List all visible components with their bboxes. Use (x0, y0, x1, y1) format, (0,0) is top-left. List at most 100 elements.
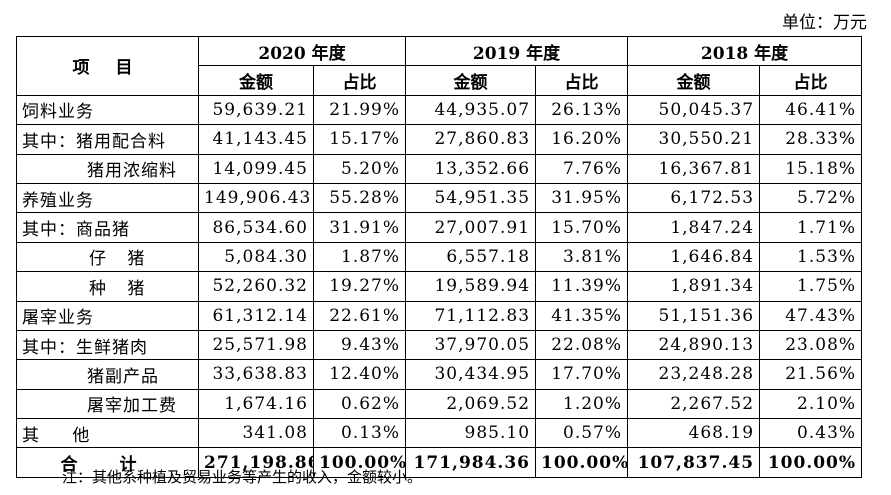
cell: 51,151.36 (627, 300, 761, 331)
cell: 21.99% (312, 94, 407, 126)
cell: 86,534.60 (198, 212, 314, 243)
cell: 71,112.83 (405, 300, 537, 331)
cell: 7.76% (535, 153, 629, 184)
cell: 46.41% (759, 94, 863, 126)
cell: 19.27% (312, 271, 407, 302)
table-row: 猪副产品 33,638.83 12.40% 30,434.95 17.70% 2… (16, 359, 863, 390)
cell: 23.08% (759, 329, 863, 361)
table-note: 注：其他系种植及贸易业务等产生的收入，金额较小。 (62, 468, 423, 486)
table-row: 种 猪 52,260.32 19.27% 19,589.94 11.39% 1,… (16, 271, 863, 302)
cell: 33,638.83 (198, 359, 314, 390)
cell: 26.13% (535, 94, 629, 126)
row-label: 养殖业务 (16, 182, 199, 214)
total-label: 合 计 (16, 447, 199, 478)
cell: 6,172.53 (627, 182, 761, 214)
cell: 1,674.16 (198, 388, 314, 420)
cell: 31.95% (535, 182, 629, 214)
cell: 9.43% (312, 329, 407, 361)
row-label: 种 猪 (16, 271, 199, 302)
total-cell: 171,984.36 (405, 447, 537, 478)
cell: 61,312.14 (198, 300, 314, 331)
row-label: 其中：猪用配合料 (16, 124, 199, 155)
cell: 23,248.28 (627, 359, 761, 390)
unit-label: 单位：万元 (782, 13, 867, 33)
cell: 1.71% (759, 212, 863, 243)
row-label: 仔 猪 (16, 241, 199, 273)
cell: 59,639.21 (198, 94, 314, 126)
cell: 0.57% (535, 418, 629, 449)
cell: 47.43% (759, 300, 863, 331)
total-cell: 100.00% (535, 447, 629, 478)
year-2020-header: 2020 年度 (197, 35, 407, 67)
table-row: 猪用浓缩料 14,099.45 5.20% 13,352.66 7.76% 16… (16, 153, 863, 184)
header-row-columns: 金额 占比 金额 占比 金额 占比 (17, 65, 863, 96)
cell: 25,571.98 (198, 329, 314, 361)
cell: 12.40% (312, 359, 407, 390)
revenue-table: 项 目 2020 年度 2019 年度 2018 年度 金额 占比 金额 占比 … (16, 35, 863, 478)
cell: 5.72% (759, 182, 863, 214)
table-row: 其中：商品猪 86,534.60 31.91% 27,007.91 15.70%… (16, 212, 863, 243)
cell: 17.70% (535, 359, 629, 390)
table-row: 其中：猪用配合料 41,143.45 15.17% 27,860.83 16.2… (16, 124, 863, 155)
cell: 16,367.81 (627, 153, 761, 184)
table-row: 其 他 341.08 0.13% 985.10 0.57% 468.19 0.4… (16, 418, 863, 449)
row-label: 猪副产品 (16, 359, 199, 390)
cell: 341.08 (198, 418, 314, 449)
cell: 50,045.37 (627, 94, 761, 126)
amount-header: 金额 (198, 65, 314, 96)
cell: 15.18% (759, 153, 863, 184)
cell: 28.33% (759, 124, 863, 155)
cell: 2.10% (759, 388, 863, 420)
cell: 44,935.07 (405, 94, 537, 126)
ratio-header: 占比 (759, 65, 863, 96)
row-label: 其 他 (16, 418, 199, 449)
row-label: 饲料业务 (16, 94, 199, 126)
total-cell: 100.00% (759, 447, 863, 478)
cell: 6,557.18 (405, 241, 537, 273)
row-label: 猪用浓缩料 (16, 153, 199, 184)
cell: 14,099.45 (198, 153, 314, 184)
cell: 22.08% (535, 329, 629, 361)
cell: 55.28% (312, 182, 407, 214)
year-2018-header: 2018 年度 (627, 35, 863, 67)
cell: 5,084.30 (198, 241, 314, 273)
cell: 27,007.91 (405, 212, 537, 243)
table-row: 养殖业务 149,906.43 55.28% 54,951.35 31.95% … (16, 182, 863, 214)
ratio-header: 占比 (535, 65, 629, 96)
total-cell: 107,837.45 (627, 447, 761, 478)
total-row: 合 计 271,198.86 100.00% 171,984.36 100.00… (16, 447, 863, 478)
cell: 985.10 (405, 418, 537, 449)
amount-header: 金额 (627, 65, 761, 96)
total-cell: 100.00% (312, 447, 407, 478)
cell: 27,860.83 (405, 124, 537, 155)
header-row-years: 项 目 2020 年度 2019 年度 2018 年度 (16, 35, 863, 96)
cell: 54,951.35 (405, 182, 537, 214)
row-label: 屠宰业务 (16, 300, 199, 331)
cell: 30,550.21 (627, 124, 761, 155)
cell: 0.13% (312, 418, 407, 449)
row-label: 其中：商品猪 (16, 212, 199, 243)
cell: 21.56% (759, 359, 863, 390)
cell: 16.20% (535, 124, 629, 155)
cell: 149,906.43 (198, 182, 314, 214)
cell: 0.62% (312, 388, 407, 420)
cell: 41,143.45 (198, 124, 314, 155)
ratio-header: 占比 (312, 65, 407, 96)
row-label: 屠宰加工费 (16, 388, 199, 420)
cell: 1.75% (759, 271, 863, 302)
cell: 5.20% (312, 153, 407, 184)
cell: 1.87% (312, 241, 407, 273)
cell: 30,434.95 (405, 359, 537, 390)
cell: 2,069.52 (405, 388, 537, 420)
total-cell: 271,198.86 (198, 447, 314, 478)
table-row: 屠宰加工费 1,674.16 0.62% 2,069.52 1.20% 2,26… (16, 388, 863, 420)
cell: 22.61% (312, 300, 407, 331)
cell: 0.43% (759, 418, 863, 449)
cell: 1,847.24 (627, 212, 761, 243)
amount-header: 金额 (405, 65, 537, 96)
table-row: 饲料业务 59,639.21 21.99% 44,935.07 26.13% 5… (16, 94, 863, 126)
cell: 24,890.13 (627, 329, 761, 361)
cell: 15.17% (312, 124, 407, 155)
cell: 3.81% (535, 241, 629, 273)
cell: 1.53% (759, 241, 863, 273)
